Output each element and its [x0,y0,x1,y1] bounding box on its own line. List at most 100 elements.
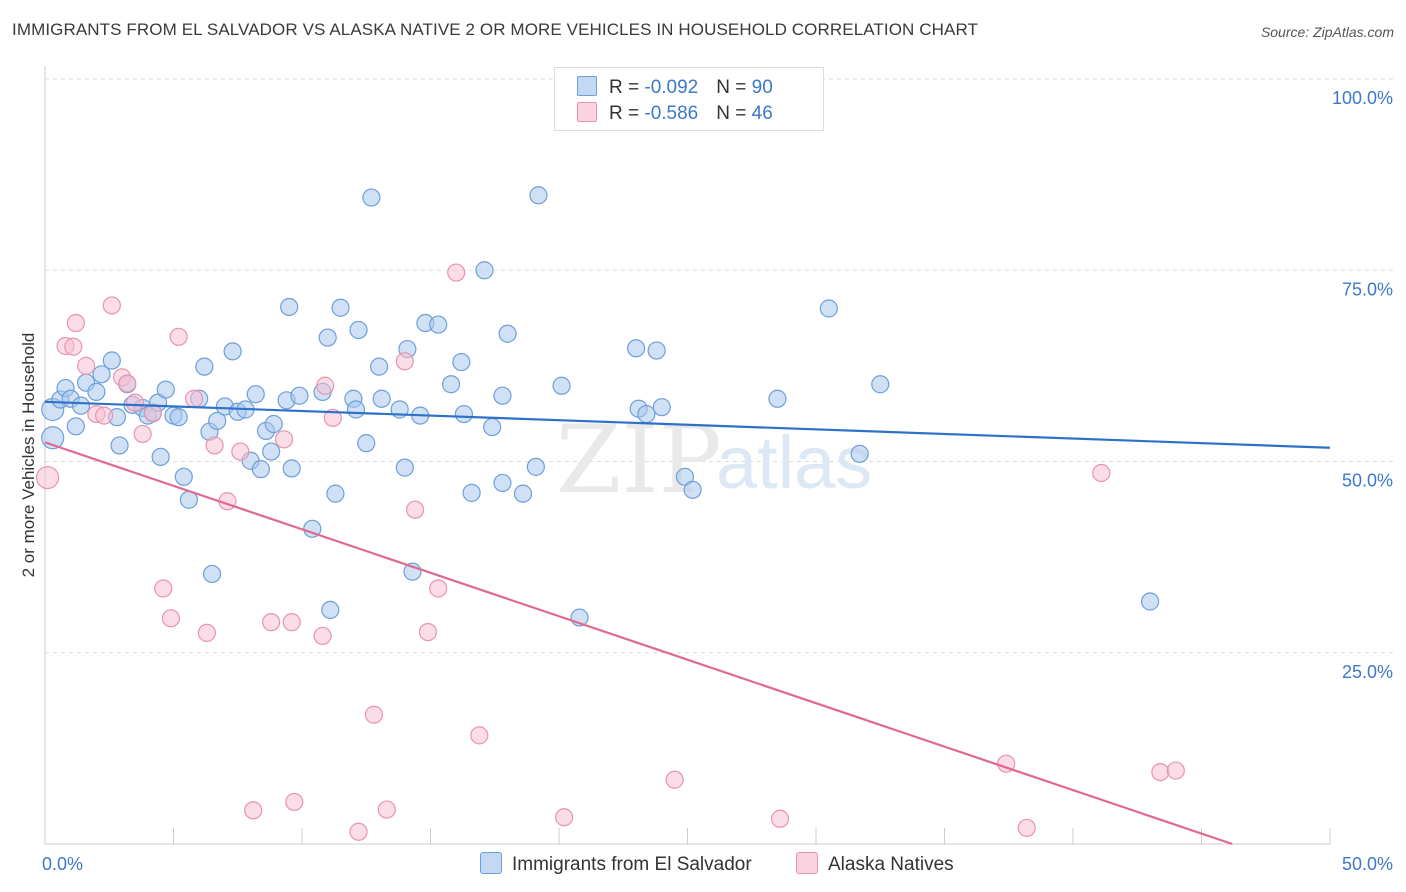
grid-lines [45,78,1393,654]
data-point-blue [346,400,366,419]
tick-labels: 100.0% 75.0% 50.0% 25.0% 0.0% 50.0% [42,88,1393,874]
data-point-blue [251,460,270,479]
data-point-pink [154,579,173,598]
data-point-pink [377,800,396,819]
data-point-blue [246,385,265,404]
data-point-blue [87,382,106,401]
data-point-blue [318,328,337,347]
x-tick-label: 0.0% [42,854,83,874]
legend-stats-row-pink: R = -0.586 N = 46 [577,102,773,126]
data-point-blue [647,341,666,360]
data-point-blue [637,404,656,424]
data-point-blue [362,188,381,207]
data-point-blue [195,357,214,376]
data-point-blue [1140,592,1160,611]
legend-stats: R = -0.092 N = 90 R = -0.586 N = 46 [554,67,824,131]
data-point-pink [429,579,448,598]
data-point-pink [102,296,121,315]
data-point-pink [1151,762,1170,782]
data-point-pink [133,424,152,444]
data-point-blue [483,417,502,437]
data-point-blue [493,386,512,405]
data-point-blue [110,436,129,455]
legend-swatch-pink [796,852,818,874]
watermark-atlas: atlas [716,421,872,504]
data-point-blue [372,389,391,408]
data-point-pink [470,726,489,745]
legend-swatch-blue [577,76,597,96]
data-point-blue [174,467,193,486]
legend-n-label: N = [716,103,752,124]
data-point-pink [285,792,304,812]
data-point-pink [349,822,368,841]
data-point-pink [77,356,96,375]
legend-stats-row-blue: R = -0.092 N = 90 [577,76,773,100]
trend-line-blue [44,400,1331,449]
data-point-blue [169,408,188,427]
legend-label: Immigrants from El Salvador [512,854,752,875]
legend-item-el-salvador: Immigrants from El Salvador [480,852,752,876]
data-points [35,186,1185,841]
data-point-blue [151,447,170,467]
data-point-pink [282,613,301,632]
data-point-pink [161,609,181,628]
data-point-pink [316,376,335,395]
legend-r-label: R = [609,77,645,98]
data-point-blue [331,298,350,317]
data-point-blue [493,473,512,493]
data-point-blue [462,483,481,502]
data-point-blue [92,365,111,384]
data-point-blue [262,442,281,461]
data-point-pink [118,374,137,393]
axes [44,66,1331,845]
legend-r-value: -0.586 [644,103,699,124]
data-point-pink [313,626,332,646]
legend-item-alaska-natives: Alaska Natives [796,852,954,876]
legend-r-value: -0.092 [644,77,699,98]
data-point-pink [64,337,83,356]
data-point-blue [768,389,787,408]
data-point-pink [35,465,60,490]
data-point-blue [357,434,376,453]
data-point-blue [370,357,389,376]
x-tick-label: 50.0% [1342,854,1393,874]
data-point-blue [452,352,471,372]
legend-r-label: R = [609,103,645,124]
data-point-pink [447,263,466,282]
data-point-blue [871,375,890,394]
legend-label: Alaska Natives [828,854,954,875]
data-point-blue [850,444,869,463]
data-point-blue [454,404,474,424]
data-point-blue [290,386,309,405]
data-point-blue [626,339,646,358]
data-point-pink [205,436,224,455]
data-point-blue [208,411,227,431]
data-point-pink [231,442,250,461]
y-axis-label: 2 or more Vehicles in Household [19,333,38,578]
data-point-blue [513,484,533,503]
y-tick-label: 100.0% [1332,88,1393,108]
data-point-pink [66,313,85,333]
data-point-blue [526,457,545,476]
data-point-pink [274,430,294,449]
data-point-pink [143,404,163,423]
trend-lines [44,400,1331,846]
trend-line-pink [44,441,1233,846]
data-point-blue [683,480,702,499]
data-point-pink [262,613,281,632]
data-point-blue [429,315,448,334]
data-point-blue [202,564,222,584]
data-point-blue [498,324,517,343]
source-label: Source: ZipAtlas.com [1260,24,1394,40]
data-point-blue [475,261,494,280]
data-point-pink [364,705,384,724]
data-point-blue [552,376,571,395]
data-point-blue [326,484,345,503]
legend-swatch-pink [577,102,597,122]
data-point-pink [1017,818,1036,838]
data-point-pink [95,406,114,425]
data-point-pink [184,389,204,408]
legend-n-value: 46 [751,103,773,124]
legend-swatch-blue [480,852,502,874]
